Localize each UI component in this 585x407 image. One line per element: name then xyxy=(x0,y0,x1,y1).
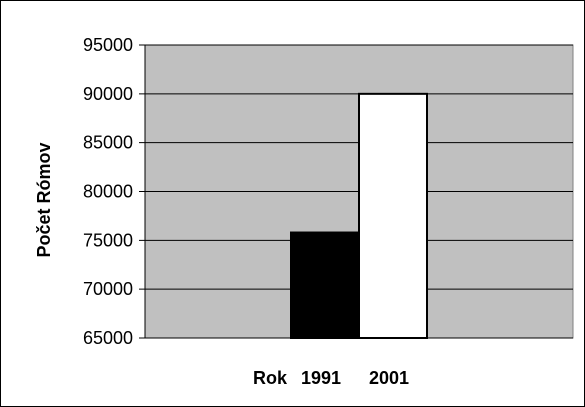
y-tick-label: 65000 xyxy=(83,328,133,348)
bars xyxy=(290,92,428,340)
bar-1991 xyxy=(290,231,360,340)
x-axis-title: Rok xyxy=(253,368,288,388)
y-axis-ticks: 65000 70000 75000 80000 85000 90000 95000 xyxy=(83,35,133,348)
x-tick-label-2001: 2001 xyxy=(369,368,409,388)
y-tick-label: 85000 xyxy=(83,133,133,153)
x-tick-label-1991: 1991 xyxy=(301,368,341,388)
y-tick-label: 80000 xyxy=(83,182,133,202)
bar-2001 xyxy=(358,92,428,340)
y-tick-label: 70000 xyxy=(83,279,133,299)
y-axis-title: Počet Rómov xyxy=(34,142,54,257)
x-axis-labels: 1991 2001 xyxy=(301,368,409,388)
y-tick-label: 95000 xyxy=(83,35,133,55)
y-tick-label: 90000 xyxy=(83,84,133,104)
y-tick-label: 75000 xyxy=(83,230,133,250)
